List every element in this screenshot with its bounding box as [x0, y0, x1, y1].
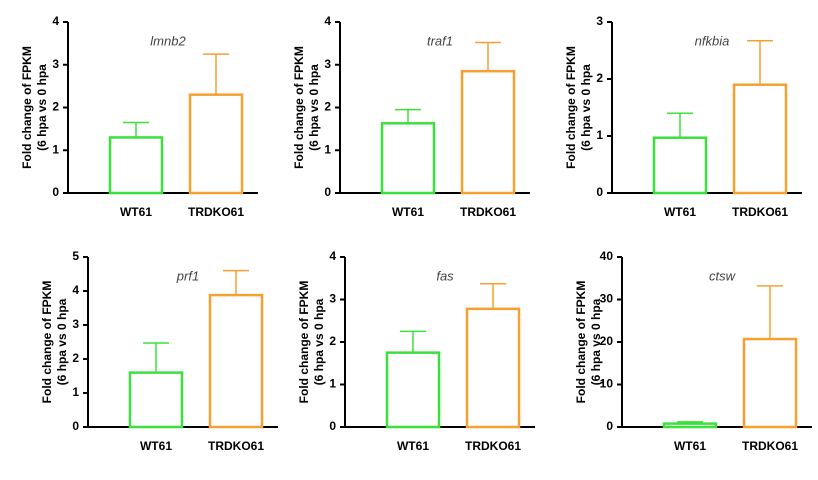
error-bar: [123, 121, 149, 138]
y-axis-label: (6 hpa vs 0 hpa: [307, 64, 321, 151]
y-tick-label: 20: [600, 334, 614, 348]
x-tick-label: TRDKO61: [208, 439, 264, 453]
y-tick-label: 3: [72, 317, 79, 331]
y-tick-label: 1: [596, 128, 603, 142]
y-tick-label: 2: [596, 71, 603, 85]
chart-title: fas: [436, 268, 454, 283]
y-tick-label: 0: [606, 419, 613, 433]
error-bar: [203, 53, 229, 95]
y-tick-label: 3: [329, 292, 336, 306]
chart-title: nfkbia: [695, 33, 730, 48]
y-axis-label: (6 hpa vs 0 hpa: [589, 298, 603, 385]
y-tick-label: 4: [52, 14, 59, 28]
y-axis-label: Fold change of FPKM: [564, 46, 578, 169]
panel: 0 1 2 3 4 Fold change of FPKM (6 hpa vs 0 hpa l…: [20, 14, 258, 219]
error-bar: [223, 269, 249, 296]
x-tick-label: TRDKO61: [460, 205, 516, 219]
bar: [460, 69, 516, 195]
y-axis-label: Fold change of FPKM: [297, 281, 311, 404]
y-axis-label: Fold change of FPKM: [292, 46, 306, 169]
x-tick-label: WT61: [392, 205, 424, 219]
error-bar: [395, 108, 421, 124]
y-tick-label: 2: [324, 100, 331, 114]
error-bar: [400, 330, 426, 353]
bar: [188, 93, 244, 195]
y-tick-label: 1: [324, 142, 331, 156]
bar: [742, 337, 798, 429]
x-tick-label: TRDKO61: [465, 439, 521, 453]
error-bar: [475, 41, 501, 72]
y-tick-label: 30: [600, 292, 614, 306]
error-bar: [667, 112, 693, 138]
bar: [732, 83, 788, 195]
y-axis-label: (6 hpa vs 0 hpa: [35, 64, 49, 151]
x-tick-label: TRDKO61: [188, 205, 244, 219]
panel: 0 1 2 3 4 5 Fold change of FPKM (6 hpa vs 0 hpa…: [40, 249, 278, 453]
x-tick-label: WT61: [397, 439, 429, 453]
x-tick-label: TRDKO61: [742, 439, 798, 453]
chart-title: traf1: [427, 33, 453, 48]
y-tick-label: 4: [72, 283, 79, 297]
bar: [128, 371, 184, 429]
error-bar: [747, 40, 773, 85]
bar: [652, 136, 708, 195]
y-tick-label: 0: [52, 185, 59, 199]
panel: 0 1 2 3 4 Fold change of FPKM (6 hpa vs 0 hpa t…: [292, 14, 530, 219]
bar: [465, 307, 521, 429]
y-tick-label: 4: [329, 249, 336, 263]
y-tick-label: 4: [324, 14, 331, 28]
panel: 0 1 2 3 Fold change of FPKM (6 hpa vs 0 hpa nf…: [564, 14, 802, 219]
y-tick-label: 3: [52, 57, 59, 71]
y-axis-label: (6 hpa vs 0 hpa: [579, 64, 593, 151]
chart-title: ctsw: [709, 268, 737, 283]
y-tick-label: 5: [72, 249, 79, 263]
error-bar: [143, 342, 169, 373]
y-tick-label: 2: [52, 100, 59, 114]
y-tick-label: 0: [324, 185, 331, 199]
bar: [385, 351, 441, 429]
x-tick-label: WT61: [674, 439, 706, 453]
bar: [208, 293, 264, 429]
y-axis-label: Fold change of FPKM: [574, 281, 588, 404]
bar: [662, 422, 718, 429]
bar: [108, 136, 164, 195]
y-tick-label: 0: [596, 185, 603, 199]
x-tick-label: WT61: [664, 205, 696, 219]
x-tick-label: WT61: [120, 205, 152, 219]
y-axis-label: (6 hpa vs 0 hpa: [55, 298, 69, 385]
y-tick-label: 1: [52, 142, 59, 156]
error-bar: [757, 285, 783, 340]
y-tick-label: 1: [329, 377, 336, 391]
y-axis-label: Fold change of FPKM: [20, 46, 34, 169]
y-tick-label: 2: [72, 351, 79, 365]
y-tick-label: 10: [600, 377, 614, 391]
chart-title: lmnb2: [150, 33, 186, 48]
panel: 0 1 2 3 4 Fold change of FPKM (6 hpa vs 0 hpa f…: [297, 249, 535, 453]
y-tick-label: 0: [72, 419, 79, 433]
error-bar: [480, 283, 506, 309]
y-tick-label: 1: [72, 385, 79, 399]
y-axis-label: Fold change of FPKM: [40, 281, 54, 404]
y-tick-label: 3: [324, 57, 331, 71]
y-tick-label: 40: [600, 249, 614, 263]
y-tick-label: 0: [329, 419, 336, 433]
y-tick-label: 2: [329, 334, 336, 348]
x-tick-label: WT61: [140, 439, 172, 453]
y-axis-label: (6 hpa vs 0 hpa: [312, 298, 326, 385]
panel: 0 10 20 30 40 Fold change of FPKM (6 hpa vs 0 …: [574, 249, 812, 453]
y-tick-label: 3: [596, 14, 603, 28]
chart-title: prf1: [176, 268, 199, 283]
x-tick-label: TRDKO61: [732, 205, 788, 219]
bar: [380, 122, 436, 195]
